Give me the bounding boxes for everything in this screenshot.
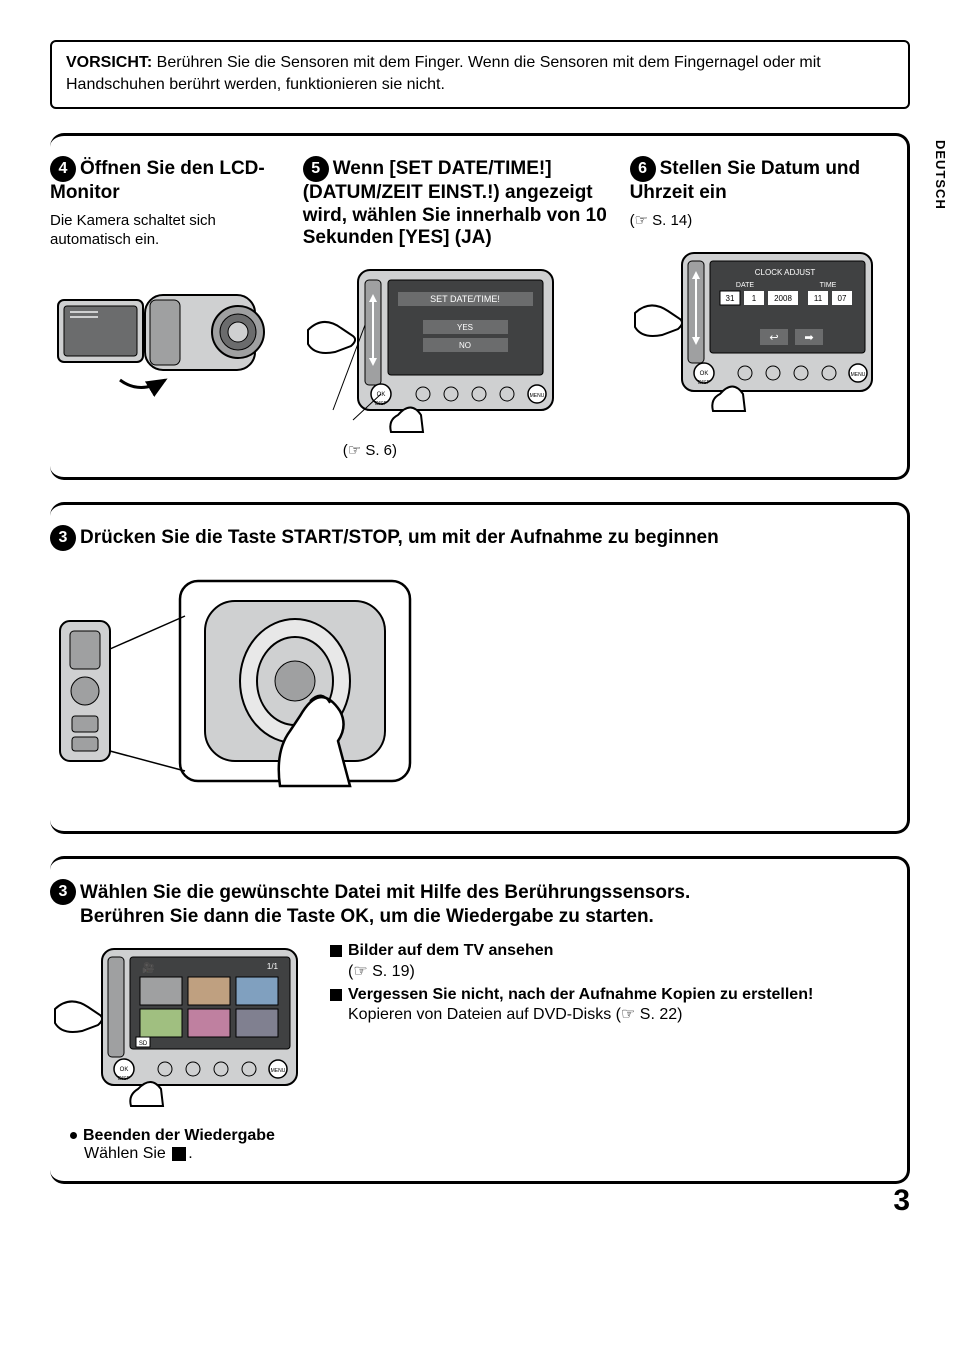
step6-title: Stellen Sie Datum und Uhrzeit ein — [630, 158, 861, 203]
end-text: Wählen Sie — [84, 1145, 170, 1162]
step-rec-title: Drücken Sie die Taste START/STOP, um mit… — [80, 527, 719, 548]
svg-text:OK: OK — [120, 1067, 129, 1073]
svg-text:TIME: TIME — [819, 282, 836, 289]
step6-illustration: CLOCK ADJUST DATE TIME 31 1 2008 11 07 — [630, 239, 889, 414]
stop-icon — [172, 1147, 186, 1161]
language-tab: DEUTSCH — [933, 140, 948, 210]
svg-text:DATE: DATE — [735, 282, 753, 289]
bullet-icon — [330, 989, 342, 1001]
bullet2-text: Kopieren von Dateien auf DVD-Disks (☞ S.… — [348, 1006, 682, 1023]
bullet1-ref: (☞ S. 19) — [348, 963, 415, 980]
svg-text:2008: 2008 — [774, 294, 792, 303]
end-bold: Beenden der Wiedergabe — [83, 1127, 275, 1144]
warning-prefix: VORSICHT: — [66, 54, 152, 71]
bullet-dot-icon — [70, 1132, 77, 1139]
svg-text:CLOCK ADJUST: CLOCK ADJUST — [754, 268, 815, 277]
step5-number: 5 — [303, 156, 329, 182]
step-play-number: 3 — [50, 879, 76, 905]
step4-subtitle: Die Kamera schaltet sich automatisch ein… — [50, 211, 285, 250]
step4-title: Öffnen Sie den LCD-Monitor — [50, 158, 265, 203]
step6-heading: 6Stellen Sie Datum und Uhrzeit ein — [630, 158, 889, 205]
page-number: 3 — [893, 1184, 910, 1218]
svg-text:1/1: 1/1 — [267, 962, 279, 971]
warning-text: Berühren Sie die Sensoren mit dem Finger… — [66, 54, 821, 93]
step-play-heading: 3Wählen Sie die gewünschte Datei mit Hil… — [50, 881, 889, 929]
svg-text:MENU: MENU — [850, 372, 865, 378]
playback-notes: Bilder auf dem TV ansehen (☞ S. 19) Verge… — [330, 941, 889, 1028]
svg-text:YES: YES — [457, 323, 473, 332]
playback-illustration: 🎥 1/1 SD DISP OK — [50, 941, 310, 1111]
svg-text:31: 31 — [725, 294, 734, 303]
svg-text:↩: ↩ — [769, 332, 778, 344]
end-suffix: . — [188, 1145, 192, 1162]
warning-box: VORSICHT: Berühren Sie die Sensoren mit … — [50, 40, 910, 109]
svg-text:DISP: DISP — [118, 1076, 130, 1082]
svg-text:DISP: DISP — [698, 380, 710, 386]
step6-ref: (☞ S. 14) — [630, 211, 889, 229]
svg-text:🎥: 🎥 — [142, 961, 154, 974]
svg-text:1: 1 — [751, 294, 756, 303]
step4-number: 4 — [50, 156, 76, 182]
step4-heading: 4Öffnen Sie den LCD-Monitor — [50, 158, 285, 205]
end-playback: Beenden der Wiedergabe Wählen Sie . — [70, 1127, 889, 1163]
step-rec-heading: 3Drücken Sie die Taste START/STOP, um mi… — [50, 527, 889, 551]
svg-text:MENU: MENU — [271, 1068, 286, 1074]
step5-heading: 5Wenn [SET DATE/TIME!] (DATUM/ZEIT EINST… — [303, 158, 612, 250]
bullet2-bold: Vergessen Sie nicht, nach der Aufnahme K… — [348, 986, 813, 1003]
svg-text:SET DATE/TIME!: SET DATE/TIME! — [430, 294, 500, 304]
step5-ref: (☞ S. 6) — [343, 441, 612, 459]
step5-title: Wenn [SET DATE/TIME!] (DATUM/ZEIT EINST.… — [303, 158, 607, 249]
svg-text:SD: SD — [139, 1041, 148, 1047]
step-rec-number: 3 — [50, 525, 76, 551]
bullet1-bold: Bilder auf dem TV ansehen — [348, 942, 553, 959]
svg-text:07: 07 — [837, 294, 846, 303]
svg-text:11: 11 — [813, 294, 822, 303]
record-illustration — [50, 571, 889, 801]
bullet-icon — [330, 945, 342, 957]
step-play-title2: Berühren Sie dann die Taste OK, um die W… — [80, 906, 654, 927]
section-playback: 3Wählen Sie die gewünschte Datei mit Hil… — [50, 856, 910, 1184]
section-record: 3Drücken Sie die Taste START/STOP, um mi… — [50, 502, 910, 834]
svg-text:NO: NO — [459, 341, 471, 350]
section-setup: 4Öffnen Sie den LCD-Monitor Die Kamera s… — [50, 133, 910, 480]
svg-text:➡: ➡ — [804, 332, 813, 344]
step6-number: 6 — [630, 156, 656, 182]
step5-illustration: SET DATE/TIME! YES NO DISP OK — [303, 260, 612, 459]
svg-text:OK: OK — [699, 371, 708, 377]
step-play-title1: Wählen Sie die gewünschte Datei mit Hilf… — [80, 882, 690, 903]
svg-text:MENU: MENU — [529, 393, 544, 399]
camcorder-illustration — [50, 260, 285, 410]
svg-text:DISP: DISP — [375, 401, 387, 407]
